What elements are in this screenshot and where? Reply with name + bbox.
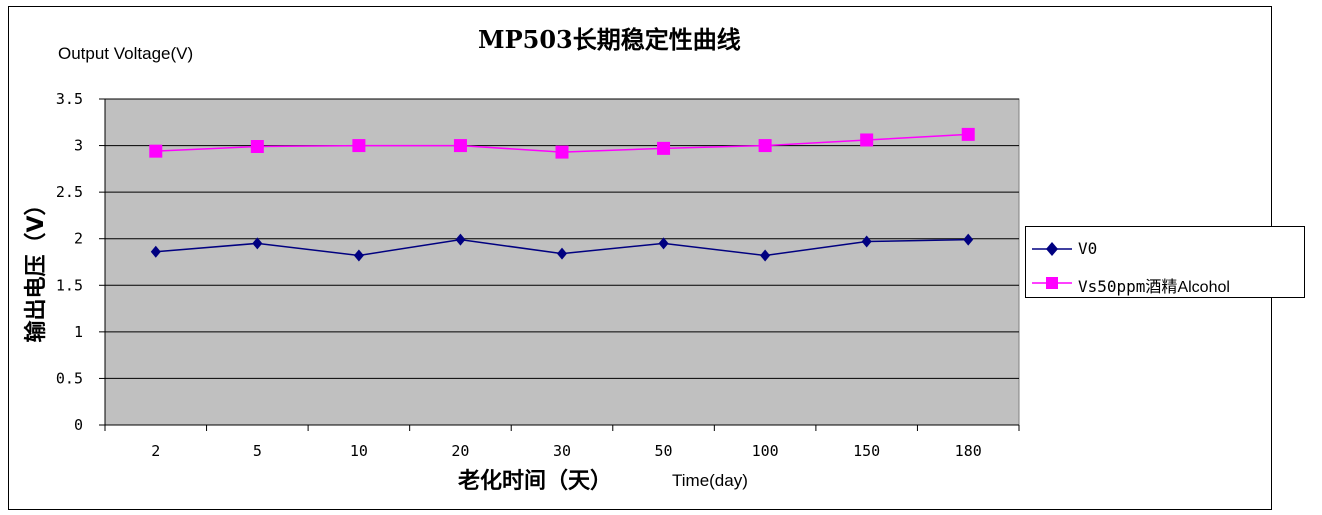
- x-tick-label: 5: [253, 442, 262, 460]
- y-tick-label: 1: [74, 323, 83, 341]
- y-tick-label: 2: [74, 230, 83, 248]
- data-point-series-0: [557, 247, 567, 260]
- y-tick-label: 3: [74, 137, 83, 155]
- x-tick-label: 20: [451, 442, 469, 460]
- y-axis-label-english: Output Voltage(V): [58, 44, 194, 63]
- data-point-series-1: [149, 144, 163, 158]
- legend-label-v0: V0: [1078, 239, 1098, 258]
- data-point-series-1: [352, 139, 366, 153]
- legend-entry-vs50ppm: Vs50ppm酒精Alcohol: [1026, 271, 1306, 297]
- data-point-series-0: [150, 245, 161, 258]
- y-tick-label: 2.5: [56, 183, 83, 201]
- x-tick-label: 180: [955, 442, 982, 460]
- legend-swatch-v0: [1032, 242, 1072, 256]
- data-point-series-0: [760, 249, 771, 262]
- y-tick-label: 0.5: [56, 369, 83, 387]
- data-point-series-1: [250, 140, 264, 154]
- data-point-series-1: [453, 139, 467, 153]
- legend-label-vs50ppm-suffix: Alcohol: [1177, 279, 1230, 296]
- data-point-series-0: [963, 233, 974, 246]
- data-point-series-0: [455, 233, 466, 246]
- x-tick-label: 150: [853, 442, 880, 460]
- y-tick-label: 3.5: [56, 90, 83, 108]
- x-tick-label: 100: [752, 442, 779, 460]
- legend-label-vs50ppm-main: Vs50ppm酒精: [1078, 277, 1178, 296]
- data-point-series-1: [555, 145, 569, 159]
- x-tick-label: 2: [151, 442, 160, 460]
- x-axis-label-chinese: 老化时间（天）: [458, 469, 613, 494]
- data-point-series-0: [252, 237, 263, 250]
- data-point-series-1: [961, 127, 975, 141]
- data-point-series-1: [657, 141, 671, 155]
- data-point-series-1: [860, 133, 874, 147]
- data-point-series-0: [861, 235, 872, 248]
- y-tick-label: 1.5: [56, 276, 83, 294]
- x-tick-label: 50: [655, 442, 673, 460]
- data-point-series-0: [353, 249, 364, 262]
- legend-entry-v0: V0: [1026, 237, 1306, 261]
- legend-label-vs50ppm: Vs50ppm酒精Alcohol: [1078, 273, 1230, 297]
- x-axis-label-english: Time(day): [672, 471, 748, 490]
- x-tick-label: 30: [553, 442, 571, 460]
- x-tick-label: 10: [350, 442, 368, 460]
- legend-swatch-vs50ppm: [1032, 277, 1072, 289]
- legend: V0 Vs50ppm酒精Alcohol: [1025, 226, 1305, 298]
- data-point-series-1: [758, 139, 772, 153]
- y-tick-label: 0: [74, 416, 83, 434]
- chart-title: MP503长期稳定性曲线: [478, 25, 741, 54]
- data-point-series-0: [658, 237, 669, 250]
